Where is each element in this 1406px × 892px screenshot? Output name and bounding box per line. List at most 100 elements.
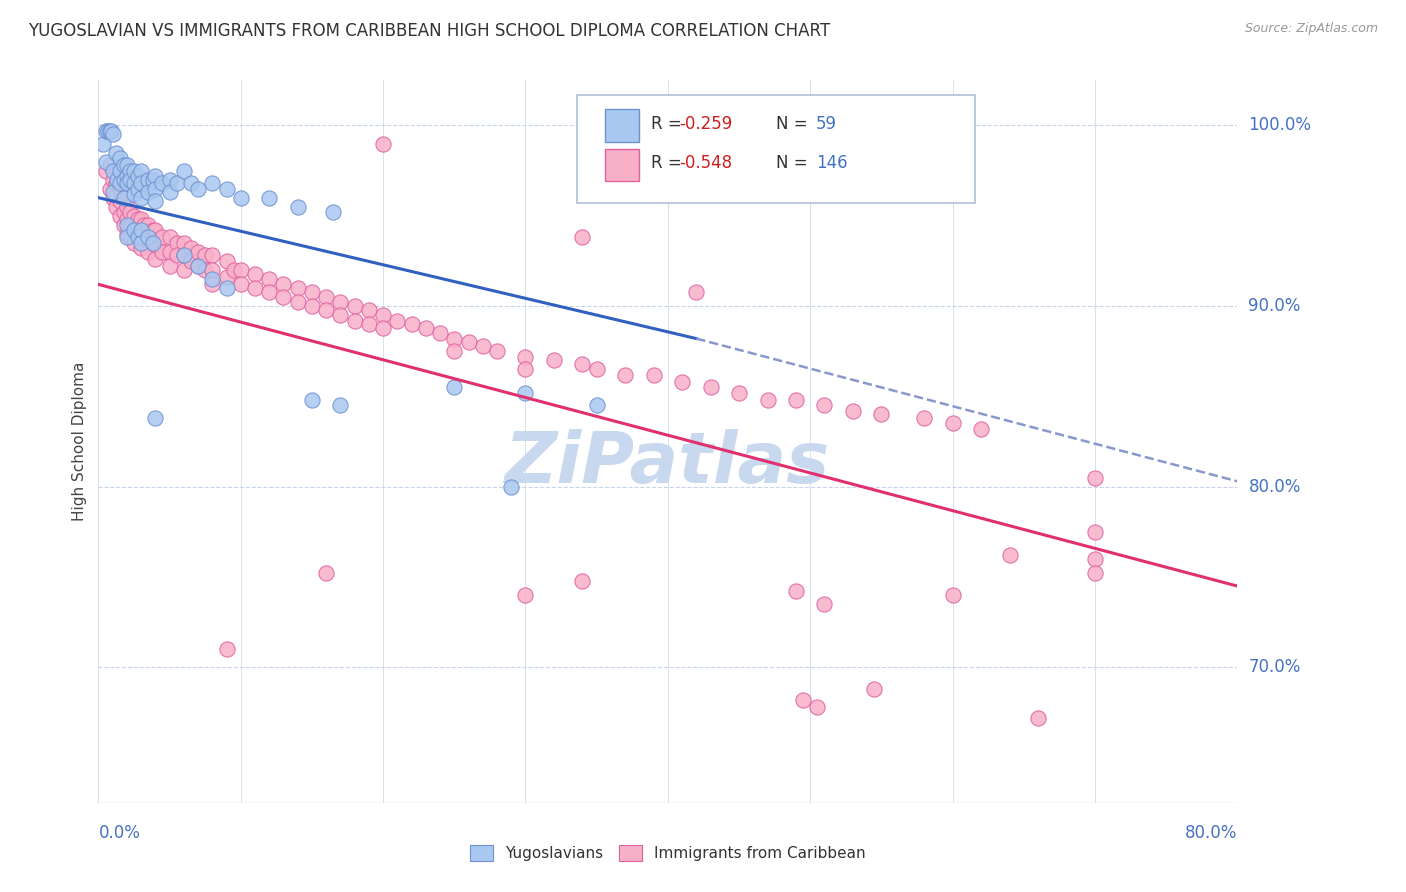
Point xyxy=(152,176,174,190)
Point xyxy=(91,136,114,151)
Point xyxy=(1084,566,1107,581)
Point xyxy=(515,385,537,400)
Point xyxy=(122,176,145,190)
Point xyxy=(585,362,607,376)
Text: 80.0%: 80.0% xyxy=(1185,824,1237,842)
Point xyxy=(373,320,395,334)
Point xyxy=(685,285,707,299)
Point xyxy=(643,368,665,382)
Point xyxy=(127,227,149,241)
Point xyxy=(145,181,167,195)
Point xyxy=(243,267,266,281)
Point xyxy=(942,588,965,602)
Point xyxy=(141,223,163,237)
Text: 146: 146 xyxy=(815,154,848,172)
Point xyxy=(129,241,152,255)
Point xyxy=(129,223,152,237)
Point xyxy=(187,260,209,274)
Point xyxy=(122,209,145,223)
Point xyxy=(571,357,593,371)
Point xyxy=(159,186,181,200)
Point xyxy=(166,235,188,250)
Bar xyxy=(605,149,640,181)
Point xyxy=(136,218,159,232)
Text: R =: R = xyxy=(651,115,686,133)
Bar xyxy=(605,109,640,142)
Point xyxy=(215,281,238,295)
Point xyxy=(101,128,124,142)
Point xyxy=(1026,711,1049,725)
Point xyxy=(443,380,465,394)
Point xyxy=(97,124,120,138)
Point xyxy=(543,353,565,368)
Text: 100.0%: 100.0% xyxy=(1249,117,1312,135)
Point xyxy=(1084,524,1107,539)
Point xyxy=(115,230,138,244)
Point xyxy=(457,335,479,350)
Point xyxy=(166,176,188,190)
Point xyxy=(159,260,181,274)
Point xyxy=(141,172,163,186)
Point xyxy=(301,285,323,299)
Point xyxy=(443,344,465,359)
Point xyxy=(145,252,167,266)
Point xyxy=(515,362,537,376)
Point xyxy=(785,392,807,407)
Point xyxy=(104,176,127,190)
Point xyxy=(187,181,209,195)
Point xyxy=(104,145,127,160)
Point xyxy=(243,281,266,295)
Point xyxy=(127,181,149,195)
Point xyxy=(329,398,352,412)
Point xyxy=(187,260,209,274)
Point xyxy=(614,368,637,382)
Point xyxy=(112,191,135,205)
Point xyxy=(127,212,149,227)
Point xyxy=(118,205,141,219)
Point xyxy=(970,422,993,436)
Point xyxy=(571,574,593,588)
Point xyxy=(806,700,828,714)
Point xyxy=(122,223,145,237)
Point xyxy=(792,693,814,707)
Point xyxy=(94,163,117,178)
Point xyxy=(173,263,195,277)
Point xyxy=(145,223,167,237)
Point xyxy=(129,235,152,250)
Point xyxy=(108,163,131,178)
Point xyxy=(132,218,155,232)
FancyBboxPatch shape xyxy=(576,95,976,203)
Point xyxy=(115,218,138,232)
Text: 70.0%: 70.0% xyxy=(1249,658,1301,676)
Point xyxy=(387,313,409,327)
Point xyxy=(166,248,188,262)
Point xyxy=(315,302,337,317)
Point xyxy=(94,154,117,169)
Point xyxy=(585,398,607,412)
Point xyxy=(443,332,465,346)
Text: YUGOSLAVIAN VS IMMIGRANTS FROM CARIBBEAN HIGH SCHOOL DIPLOMA CORRELATION CHART: YUGOSLAVIAN VS IMMIGRANTS FROM CARIBBEAN… xyxy=(28,22,831,40)
Point xyxy=(122,235,145,250)
Point xyxy=(101,172,124,186)
Point xyxy=(136,244,159,259)
Point xyxy=(329,295,352,310)
Point xyxy=(152,244,174,259)
Point xyxy=(101,191,124,205)
Point xyxy=(1084,552,1107,566)
Point xyxy=(129,227,152,241)
Point xyxy=(112,158,135,172)
Point xyxy=(842,404,865,418)
Point xyxy=(115,169,138,183)
Point xyxy=(273,290,295,304)
Text: 90.0%: 90.0% xyxy=(1249,297,1301,315)
Point xyxy=(201,263,224,277)
Point xyxy=(180,176,202,190)
Point xyxy=(287,200,309,214)
Point xyxy=(813,597,835,611)
Point xyxy=(98,181,121,195)
Point xyxy=(194,263,217,277)
Text: 0.0%: 0.0% xyxy=(98,824,141,842)
Point xyxy=(115,176,138,190)
Point xyxy=(215,642,238,657)
Point xyxy=(301,299,323,313)
